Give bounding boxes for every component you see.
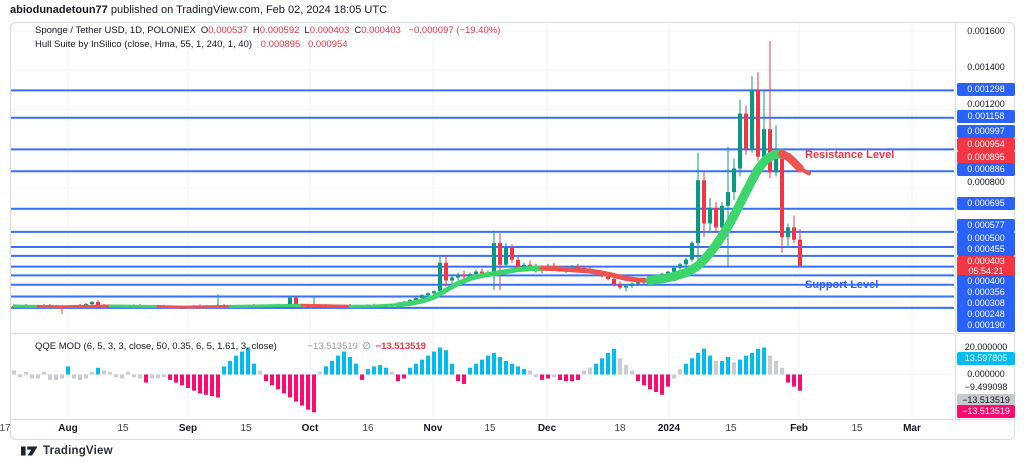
axis-price-label: 0.000455 <box>957 242 1015 256</box>
tradingview-logo-icon <box>21 446 38 456</box>
high-value: 0.000592 <box>259 25 300 36</box>
axis-price-label: 0.000577 <box>957 218 1015 232</box>
tradingview-logo-text: TradingView <box>43 445 113 457</box>
time-axis-label: 15 <box>851 423 863 434</box>
qqe-value-gray: −13.513519 <box>307 341 358 352</box>
axis-price-label: 0.000308 <box>957 296 1015 310</box>
open-value: 0.000537 <box>208 25 248 36</box>
time-axis-label: 15 <box>117 423 129 434</box>
low-value: 0.000403 <box>309 25 350 36</box>
time-axis-label: Aug <box>58 423 78 434</box>
high-label: H <box>252 25 260 36</box>
time-axis-label: 16 <box>362 423 374 434</box>
axis-price-label: 0.000895 <box>957 150 1015 164</box>
qqe-value-red: −13.513519 <box>375 341 426 352</box>
time-axis-label: Mar <box>903 423 921 434</box>
symbol-legend-row[interactable]: Sponge / Tether USD, 1D, POLONIEX O0.0005… <box>35 25 500 36</box>
axis-price-label: −13.513519 <box>957 404 1015 418</box>
publish-info: published on TradingView.com, Feb 02, 20… <box>107 4 388 16</box>
axis-price-label: 20.000000 <box>964 341 1008 352</box>
axis-price-label: 0.000000 <box>967 368 1005 379</box>
time-axis-label: Nov <box>423 423 443 434</box>
qqe-average-symbol: ∅ <box>362 341 371 352</box>
time-axis-label: Feb <box>790 423 808 434</box>
time-axis-label: Oct <box>301 423 319 434</box>
axis-price-label: 0.000800 <box>967 176 1005 187</box>
axis-price-label: 0.000356 <box>957 285 1015 299</box>
axis-price-label: 13.597805 <box>957 351 1015 365</box>
hull-value-2: 0.000954 <box>307 39 348 50</box>
axis-price-label: 0.001200 <box>967 98 1005 109</box>
time-axis-label: 15 <box>725 423 737 434</box>
symbol-title: Sponge / Tether USD, 1D, POLONIEX <box>35 25 196 36</box>
time-axis-label: 2024 <box>657 423 681 434</box>
resistance-level-label[interactable]: Resistance Level <box>805 149 895 161</box>
axis-price-label: 0.000248 <box>957 307 1015 321</box>
axis-price-label: −9.499098 <box>964 381 1008 392</box>
last-price-value: 0.000403 <box>967 255 1005 266</box>
axis-price-label: 0.000886 <box>957 162 1015 176</box>
close-value: 0.000403 <box>361 25 401 36</box>
tradingview-watermark[interactable]: TradingView <box>21 445 113 457</box>
axis-price-label: 0.000695 <box>957 196 1015 210</box>
change-value: −0.000097 (−19.40%) <box>408 25 501 36</box>
axis-price-label: 0.001158 <box>957 109 1015 123</box>
axis-price-label: 0.001600 <box>967 25 1005 36</box>
time-axis-label: 15 <box>240 423 252 434</box>
axis-price-label: 0.000954 <box>957 137 1015 151</box>
hull-indicator-title: Hull Suite by InSilico (close, Hma, 55, … <box>35 39 253 50</box>
axis-price-label: 0.000190 <box>957 318 1015 332</box>
support-level-label[interactable]: Support Level <box>805 279 879 291</box>
axis-price-label: 0.000400 <box>957 274 1015 288</box>
axis-price-label: 0.000997 <box>957 124 1015 138</box>
axis-price-label: −13.513519 <box>957 393 1015 407</box>
publisher-username: abiodunadetoun77 <box>10 4 108 16</box>
axis-price-label: 0.000403 05:54:21 <box>957 255 1015 277</box>
publish-header: abiodunadetoun77 published on TradingVie… <box>10 4 387 16</box>
time-axis-label: 17 <box>0 423 11 434</box>
time-axis-label: 15 <box>484 423 496 434</box>
axis-price-label: 0.001400 <box>967 61 1005 72</box>
time-axis-label: Dec <box>537 423 557 434</box>
axis-price-label: 0.000500 <box>957 231 1015 245</box>
chart-card <box>10 22 1015 440</box>
time-axis-label: Sep <box>178 423 198 434</box>
qqe-indicator-title: QQE MOD (6, 5, 3, 3, close, 50, 0.35, 6,… <box>35 341 277 352</box>
hull-legend-row[interactable]: Hull Suite by InSilico (close, Hma, 55, … <box>35 39 348 50</box>
time-axis-label: 18 <box>614 423 626 434</box>
hull-value-1: 0.000895 <box>260 39 301 50</box>
axis-price-label: 0.001298 <box>957 82 1015 96</box>
bar-countdown: 05:54:21 <box>968 266 1004 276</box>
qqe-legend-row[interactable]: QQE MOD (6, 5, 3, 3, close, 50, 0.35, 6,… <box>35 341 426 352</box>
